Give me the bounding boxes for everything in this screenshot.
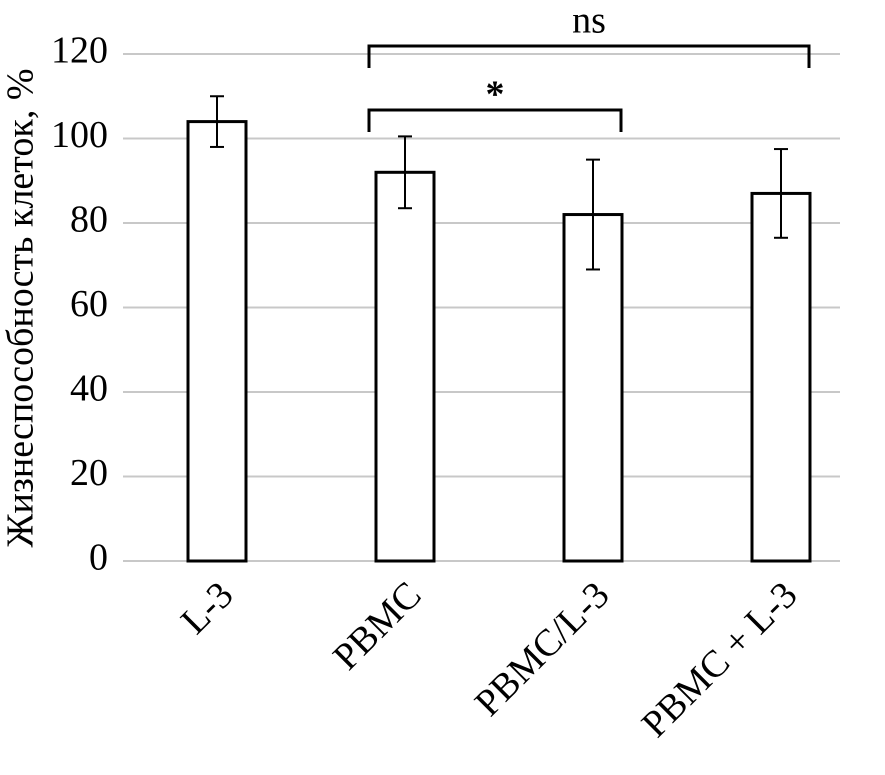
significance-label: ns — [572, 0, 606, 42]
y-tick-label: 120 — [51, 30, 108, 72]
error-bar — [586, 158, 600, 271]
x-tick-label: L-3 — [173, 574, 242, 643]
x-tick-label: PBMC + L-3 — [634, 574, 806, 746]
significance-bracket — [367, 108, 623, 132]
y-tick-label: 80 — [70, 199, 108, 241]
significance-bracket — [367, 44, 811, 68]
y-tick-label: 20 — [70, 452, 108, 494]
error-bar — [774, 148, 788, 239]
bar — [374, 170, 436, 563]
error-bar — [398, 135, 412, 210]
x-tick-label: PBMC/L-3 — [467, 574, 618, 725]
significance-label: * — [486, 74, 505, 116]
error-bar — [210, 95, 224, 148]
bar — [750, 191, 812, 563]
x-tick-label: PBMC — [325, 574, 429, 678]
bar — [562, 213, 624, 563]
bar — [186, 120, 248, 563]
y-tick-label: 0 — [89, 537, 108, 579]
y-tick-label: 60 — [70, 283, 108, 325]
y-tick-label: 100 — [51, 114, 108, 156]
y-tick-label: 40 — [70, 368, 108, 410]
y-axis-label: Жизнеспособность клеток, % — [0, 69, 42, 548]
